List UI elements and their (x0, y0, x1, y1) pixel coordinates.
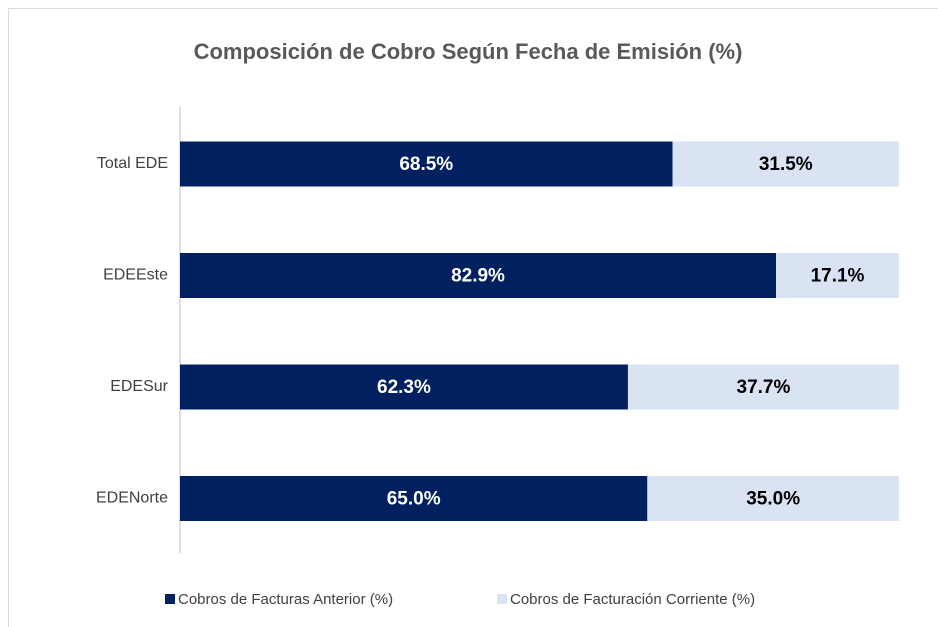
bar-segment (647, 476, 899, 521)
y-tick-label: EDEEste (103, 267, 168, 284)
data-label: 17.1% (811, 266, 865, 287)
data-label: 65.0% (387, 489, 441, 510)
legend-swatch (497, 594, 507, 604)
data-label: 62.3% (377, 377, 431, 398)
data-label: 82.9% (451, 266, 505, 287)
bar-segment (180, 476, 648, 521)
data-label: 31.5% (759, 154, 813, 175)
data-label: 37.7% (737, 377, 791, 398)
bar-segment (180, 141, 673, 187)
y-tick-label: Total EDE (97, 155, 168, 172)
chart-frame (8, 8, 938, 627)
bar-segment (180, 253, 777, 298)
legend-label: Cobros de Facturas Anterior (%) (178, 591, 393, 608)
legend-label: Cobros de Facturación Corriente (%) (510, 591, 755, 608)
y-tick-label: EDESur (110, 378, 168, 395)
bar-segment (672, 141, 899, 187)
bar-segment (627, 364, 899, 410)
data-label: 68.5% (399, 154, 453, 175)
bar-segment (180, 364, 628, 410)
y-tick-label: EDENorte (96, 490, 168, 507)
bar-segment (776, 253, 899, 298)
legend-swatch (165, 594, 175, 604)
chart-title: Composición de Cobro Según Fecha de Emis… (194, 39, 743, 64)
data-label: 35.0% (746, 489, 800, 510)
